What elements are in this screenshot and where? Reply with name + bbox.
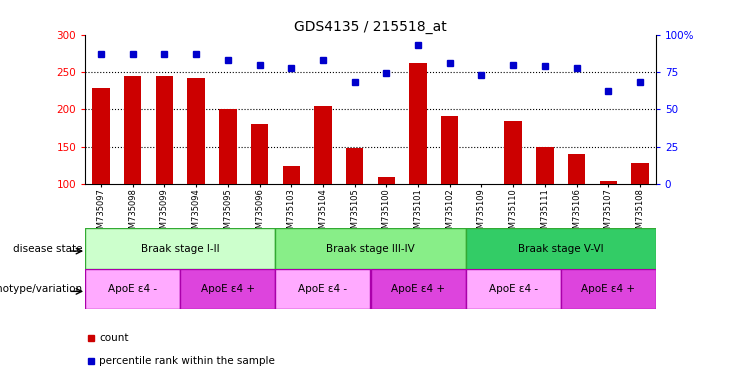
Bar: [276, 269, 370, 309]
Bar: [276, 228, 465, 269]
Text: Braak stage V-VI: Braak stage V-VI: [518, 243, 603, 254]
Text: ApoE ε4 +: ApoE ε4 +: [581, 284, 635, 294]
Bar: [409, 63, 427, 184]
Bar: [465, 269, 561, 309]
Text: Braak stage I-II: Braak stage I-II: [141, 243, 219, 254]
Bar: [441, 116, 459, 184]
Bar: [631, 163, 648, 184]
Bar: [465, 228, 656, 269]
Bar: [85, 228, 276, 269]
Bar: [346, 148, 363, 184]
Text: ApoE ε4 -: ApoE ε4 -: [299, 284, 348, 294]
Text: count: count: [99, 333, 129, 343]
Text: Braak stage III-IV: Braak stage III-IV: [326, 243, 415, 254]
Bar: [85, 269, 180, 309]
Text: ApoE ε4 +: ApoE ε4 +: [391, 284, 445, 294]
Bar: [314, 106, 332, 184]
Bar: [251, 124, 268, 184]
Title: GDS4135 / 215518_at: GDS4135 / 215518_at: [294, 20, 447, 33]
Text: ApoE ε4 -: ApoE ε4 -: [488, 284, 538, 294]
Bar: [536, 147, 554, 184]
Text: ApoE ε4 -: ApoE ε4 -: [108, 284, 157, 294]
Bar: [568, 154, 585, 184]
Bar: [370, 269, 465, 309]
Bar: [505, 121, 522, 184]
Bar: [187, 78, 205, 184]
Text: ApoE ε4 +: ApoE ε4 +: [201, 284, 255, 294]
Bar: [561, 269, 656, 309]
Bar: [124, 76, 142, 184]
Bar: [219, 109, 236, 184]
Bar: [282, 166, 300, 184]
Bar: [599, 181, 617, 184]
Bar: [378, 177, 395, 184]
Text: genotype/variation: genotype/variation: [0, 284, 83, 294]
Text: disease state: disease state: [13, 243, 83, 254]
Bar: [93, 88, 110, 184]
Bar: [156, 76, 173, 184]
Bar: [180, 269, 276, 309]
Text: percentile rank within the sample: percentile rank within the sample: [99, 356, 276, 366]
